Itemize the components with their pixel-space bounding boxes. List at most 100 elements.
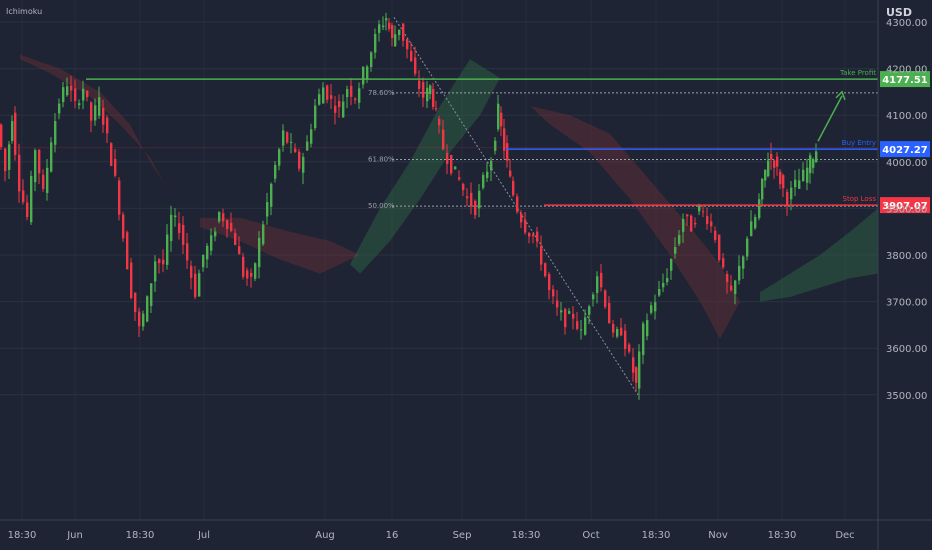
candle-body [86,90,89,98]
candle-body [78,103,81,106]
candle-body [406,39,409,50]
candle-body [767,160,770,177]
candle-body [588,306,591,315]
candle-body [62,87,65,103]
candle-body [282,130,285,146]
candle-body [226,220,229,229]
candle-body [182,224,185,245]
y-tick-label: 4100.00 [886,111,927,122]
candle-body [690,215,693,232]
candle-body [385,18,388,21]
candle-body [706,216,709,225]
candle-body [658,288,661,296]
candle-body [38,149,41,174]
candle-body [422,82,425,98]
candle-body [42,174,45,190]
candle-body [572,313,575,319]
candle-body [18,154,21,192]
candle-body [366,66,369,80]
candle-body [458,177,461,180]
candle-body [150,283,153,306]
x-tick-label: Jun [66,530,83,541]
candle-body [94,105,97,121]
candle-body [418,80,421,89]
candle-body [497,103,500,130]
y-tick-label: 4300.00 [886,18,927,29]
candle-body [750,221,753,237]
trade-level-label: Buy Entry [842,139,876,147]
candle-body [536,231,539,242]
candle-body [608,303,611,324]
candle-body [722,258,725,268]
candle-body [564,308,567,328]
candle-body [628,344,631,352]
candle-body [230,222,233,231]
candle-body [74,88,77,101]
candle-body [202,254,205,268]
candle-body [218,212,221,222]
candle-body [506,143,509,161]
candle-body [370,52,373,68]
candles [0,12,818,400]
candle-body [524,219,527,233]
candle-body [158,259,161,264]
candle-body [532,234,535,237]
candle-body [450,154,453,174]
candle-body [326,85,329,100]
candle-body [438,118,441,126]
candle-body [0,124,3,147]
candle-body [718,234,721,260]
candle-body [503,128,506,151]
candle-body [540,246,543,265]
candle-body [632,357,635,373]
grid [0,21,878,396]
candle-body [798,180,801,189]
candle-body [650,305,653,313]
candle-body [414,57,417,74]
candle-body [4,148,7,172]
candle-body [310,129,313,144]
indicator-label[interactable]: Ichimoku [6,7,42,16]
candle-body [638,351,641,389]
candle-body [258,237,261,268]
candle-body [58,103,61,114]
candle-body [779,171,782,185]
candle-body [98,97,101,116]
projection-arrow [817,95,843,142]
candle-body [126,232,129,270]
candle-body [102,107,105,125]
candle-body [520,213,523,223]
candle-body [432,88,435,107]
candle-body [490,160,493,171]
candle-body [70,85,73,91]
candle-body [758,199,761,219]
candle-body [528,233,531,237]
candle-body [734,280,737,294]
candle-body [382,25,385,28]
candle-body [342,101,345,118]
cloud-band [530,105,740,339]
candle-body [746,238,749,257]
candle-body [206,245,209,260]
fib-level-label: 78.60% [368,89,395,97]
candle-body [50,142,53,172]
candle-body [178,223,181,233]
trade-levels: Take Profit 4177.51 Buy Entry 4027.27 Stop L… [0,69,930,214]
candle-body [646,320,649,337]
candle-body [90,102,93,121]
y-tick-label: 3800.00 [886,251,927,262]
candle-body [402,23,405,41]
candle-body [600,272,603,288]
candle-body [462,183,465,191]
candle-body [330,95,333,99]
candle-body [470,192,473,207]
candle-body [134,292,137,313]
candle-body [302,156,305,173]
ichimoku-cloud [20,54,878,339]
candle-body [738,265,741,281]
candle-body [118,180,121,215]
candle-body [378,24,381,33]
x-tick-label: Dec [835,530,854,541]
candle-body [642,323,645,356]
